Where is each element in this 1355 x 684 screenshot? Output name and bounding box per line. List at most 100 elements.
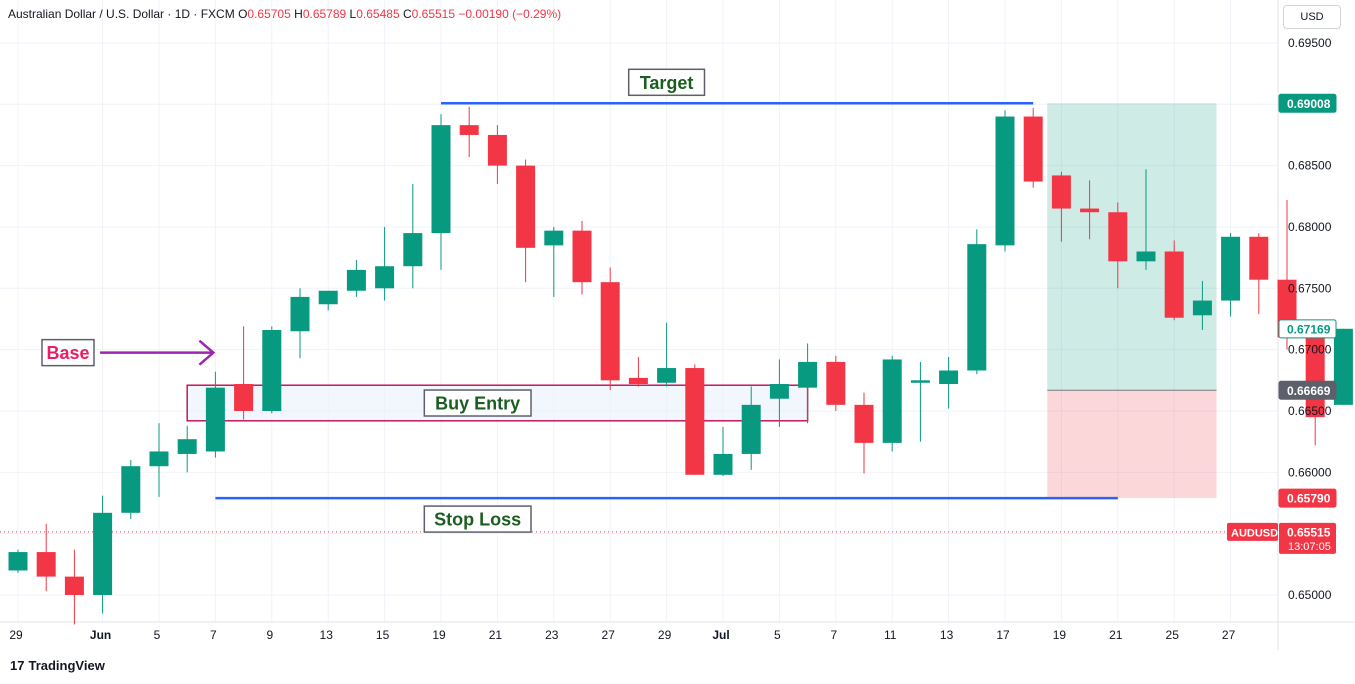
candle-body	[1108, 212, 1128, 262]
candle	[1164, 240, 1184, 321]
candle-body	[798, 361, 818, 388]
candle	[1136, 169, 1156, 270]
chart-legend: Australian Dollar / U.S. Dollar · 1D · F…	[8, 7, 561, 21]
candle	[205, 371, 225, 458]
price-tick-label: 0.67000	[1288, 343, 1332, 357]
candle	[93, 495, 113, 614]
close-label: C	[402, 7, 412, 21]
candle-body	[572, 230, 592, 283]
candle	[36, 523, 56, 592]
price-badge-box	[1278, 319, 1337, 339]
candle	[234, 326, 254, 420]
time-tick-label: 15	[376, 628, 390, 642]
candle	[544, 226, 564, 297]
candle-body	[516, 165, 536, 248]
symbol-title: Australian Dollar / U.S. Dollar · 1D · F…	[8, 7, 235, 21]
candle	[713, 426, 733, 477]
price-badge-text: 0.67169	[1287, 322, 1331, 336]
price-badge-box	[1278, 380, 1337, 400]
position-loss-zone	[1047, 390, 1217, 499]
candle-body	[1051, 175, 1071, 209]
bar-countdown-text: 13:07:05	[1288, 541, 1331, 553]
base-label-box	[41, 338, 95, 367]
time-tick-label: 17	[996, 628, 1010, 642]
price-tick-label: 0.66000	[1288, 465, 1332, 479]
candle-body	[967, 244, 987, 371]
candle-body	[939, 370, 959, 384]
candle	[769, 359, 789, 427]
last-price-text: 0.65515	[1287, 525, 1331, 539]
candle-body	[431, 125, 451, 234]
target-label: Target	[627, 68, 706, 97]
time-tick-label: 9	[266, 628, 273, 642]
time-tick-label: 21	[1109, 628, 1123, 642]
low-label: L	[349, 7, 357, 21]
time-tick-label: 19	[432, 628, 446, 642]
candle-body	[657, 368, 677, 383]
candle-body	[290, 296, 310, 332]
candle-body	[741, 404, 761, 454]
high-label: H	[294, 7, 303, 21]
tradingview-logo[interactable]: 17 TradingView	[10, 658, 105, 673]
candle	[628, 357, 648, 387]
candle-body	[1333, 328, 1353, 405]
stop-loss-label-box	[423, 505, 532, 533]
buy-entry-label-box	[423, 389, 532, 417]
time-tick-label: 7	[210, 628, 217, 642]
candle-body	[854, 404, 874, 443]
candle	[1249, 233, 1269, 315]
stop-loss-label: Stop Loss	[423, 505, 532, 533]
candle-body	[121, 466, 141, 513]
price-tick-label: 0.68500	[1288, 159, 1332, 173]
time-tick-label: 7	[830, 628, 837, 642]
currency-button[interactable]: USD	[1283, 5, 1341, 29]
buy-entry-label-text: Buy Entry	[435, 394, 520, 414]
candle	[375, 226, 395, 301]
candle-body	[1023, 116, 1043, 182]
candle-body	[882, 359, 902, 443]
buy-entry-label: Buy Entry	[423, 389, 532, 417]
candle-body	[8, 552, 28, 571]
candle-body	[1080, 208, 1100, 213]
price-tick-label: 0.65000	[1288, 588, 1332, 602]
candle	[177, 425, 197, 473]
tradingview-icon: 17	[10, 658, 25, 673]
candle-body	[1249, 236, 1269, 280]
candle	[487, 125, 507, 185]
price-tick-label: 0.69500	[1288, 36, 1332, 50]
price-badge-text: 0.69008	[1287, 97, 1331, 111]
candle	[572, 220, 592, 295]
price-tick-label: 0.66500	[1288, 404, 1332, 418]
candle	[318, 290, 338, 311]
time-tick-label: Jun	[90, 628, 111, 642]
candle-body	[149, 451, 169, 467]
candle-body	[262, 330, 282, 411]
high-value: 0.65789	[302, 7, 347, 21]
time-axis: 29 Jun 5 7 9 13 15 19 21 23 27 29 Jul 5 7 11 13 17 19 21 25 2…	[9, 628, 1235, 642]
candle-body	[346, 269, 366, 291]
candle-body	[713, 453, 733, 475]
candle	[910, 361, 930, 442]
price-badge-box	[1278, 93, 1337, 113]
price-badge: 0.65790	[1278, 488, 1337, 508]
time-tick-label: 11	[884, 628, 897, 642]
candle	[1023, 107, 1043, 188]
price-tick-label: 0.67500	[1288, 281, 1332, 295]
candle	[1051, 171, 1071, 242]
candle-body	[403, 233, 423, 267]
open-value: 0.65705	[247, 7, 291, 21]
last-price-box	[1279, 522, 1336, 554]
time-tick-label: 5	[154, 628, 161, 642]
change-value: −0.00190 (−0.29%)	[458, 7, 562, 21]
candle	[403, 184, 423, 289]
target-label-box	[627, 68, 706, 97]
candle-body	[1136, 251, 1156, 262]
candle	[798, 343, 818, 424]
time-tick-label: 29	[9, 628, 23, 642]
candle-body	[36, 552, 56, 577]
candle	[1080, 180, 1100, 240]
time-tick-label: 27	[1222, 628, 1236, 642]
symbol-badge-text: AUDUSD	[1231, 527, 1278, 539]
price-badge-box	[1278, 488, 1337, 508]
